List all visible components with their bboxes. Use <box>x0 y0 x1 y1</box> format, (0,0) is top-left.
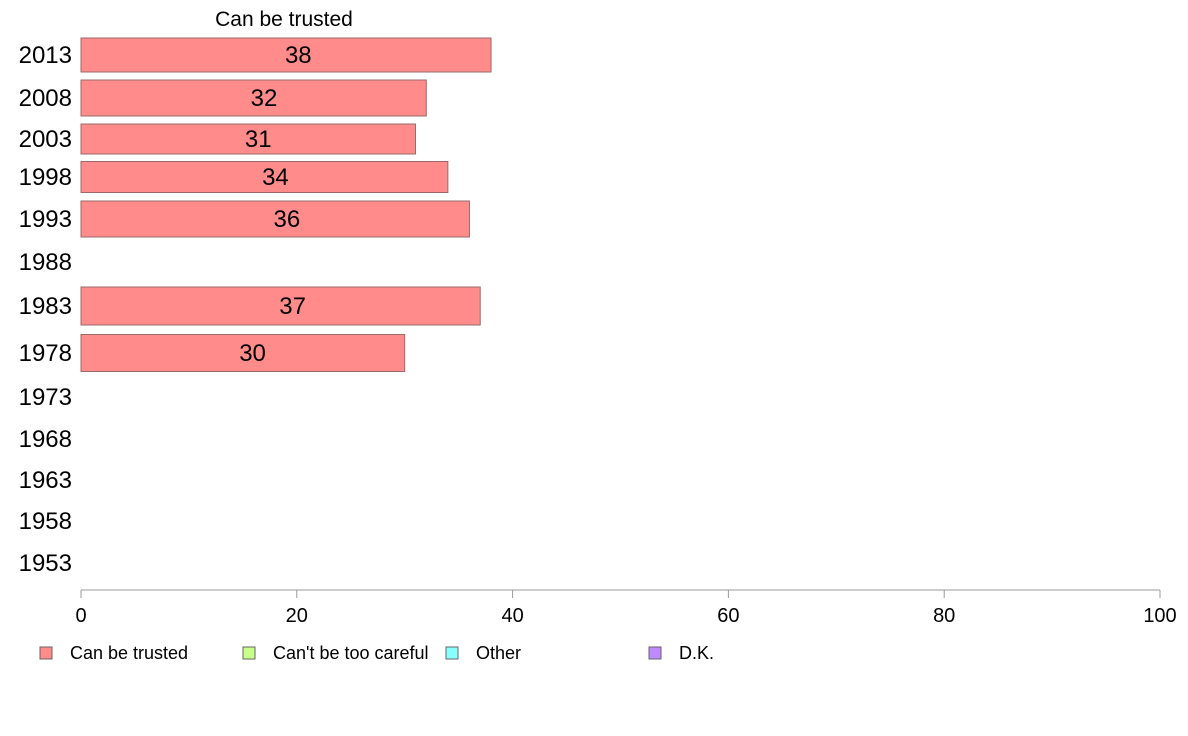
bar-1998 <box>80 161 449 193</box>
chart-title: Can be trusted <box>215 8 353 31</box>
bar-2003 <box>80 123 416 155</box>
category-label-1978: 1978 <box>19 340 72 367</box>
category-label-1988: 1988 <box>19 249 72 276</box>
category-label-1973: 1973 <box>19 384 72 411</box>
legend-swatch-0 <box>39 646 53 660</box>
category-labels: 2013 2008 2003 1998 1993 1988 1983 1978 1973 1968… <box>19 42 72 577</box>
legend-label-0: Can be trusted <box>70 643 188 663</box>
bars-group: 38 32 31 34 36 37 30 <box>80 37 492 372</box>
legend-label-2: Other <box>476 643 521 663</box>
category-label-1993: 1993 <box>19 206 72 233</box>
bar-value-label-1978: 30 <box>239 340 266 367</box>
bar-1978 <box>80 334 406 372</box>
category-label-1983: 1983 <box>19 293 72 320</box>
x-axis: 0 20 40 60 80 100 <box>75 589 1177 627</box>
bar-value-label-1983: 37 <box>279 293 306 320</box>
legend-label-1: Can't be too careful <box>273 643 429 663</box>
bar-value-label-1993: 36 <box>274 206 301 233</box>
bar-1993 <box>80 200 470 238</box>
category-label-1958: 1958 <box>19 508 72 535</box>
legend-label-3: D.K. <box>679 643 714 663</box>
category-label-1953: 1953 <box>19 550 72 577</box>
legend-swatch-2 <box>445 646 459 660</box>
category-label-1998: 1998 <box>19 164 72 191</box>
bar-2013 <box>80 37 492 73</box>
category-label-1963: 1963 <box>19 467 72 494</box>
x-tick-label-20: 20 <box>286 605 308 627</box>
bar-1983 <box>80 286 481 326</box>
legend: Can be trusted Can't be too careful Other D… <box>39 643 714 663</box>
x-tick-label-80: 80 <box>933 605 955 627</box>
category-label-2003: 2003 <box>19 126 72 153</box>
bar-value-label-2013: 38 <box>285 42 312 69</box>
x-tick-label-40: 40 <box>501 605 523 627</box>
bar-value-label-2003: 31 <box>245 126 272 153</box>
bar-value-label-1998: 34 <box>262 164 289 191</box>
bar-value-label-2008: 32 <box>251 85 278 112</box>
category-label-2008: 2008 <box>19 85 72 112</box>
category-label-2013: 2013 <box>19 42 72 69</box>
category-label-1968: 1968 <box>19 426 72 453</box>
x-tick-label-60: 60 <box>717 605 739 627</box>
legend-swatch-1 <box>242 646 256 660</box>
x-tick-label-100: 100 <box>1143 605 1176 627</box>
bar-2008 <box>80 79 427 117</box>
legend-swatch-3 <box>648 646 662 660</box>
x-tick-label-0: 0 <box>75 605 86 627</box>
